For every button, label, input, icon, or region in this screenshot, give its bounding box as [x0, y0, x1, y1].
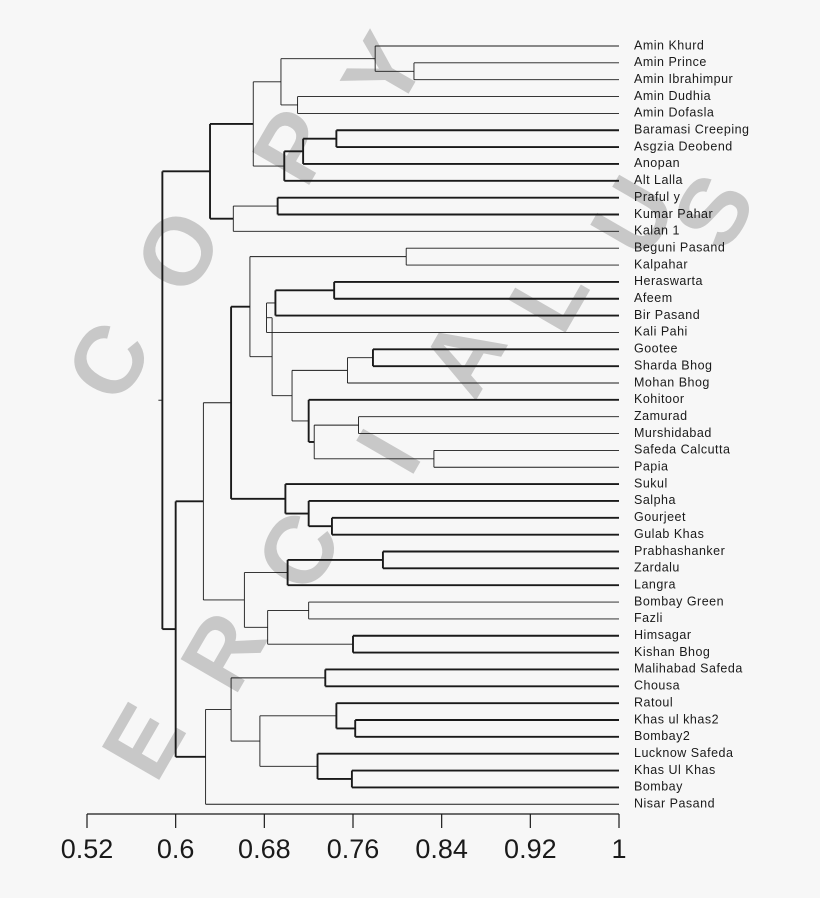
dendrogram-link: [267, 610, 353, 645]
leaf-label: Khas Ul Khas: [634, 763, 716, 777]
dendrogram-link: [230, 305, 286, 500]
tick-label: 0.84: [415, 834, 468, 864]
dendrogram-link: [259, 715, 337, 767]
watermark-letter: R: [160, 595, 287, 709]
leaf-label: Mohan Bhog: [634, 375, 710, 389]
dendrogram-link: [350, 769, 619, 789]
dendrogram-link: [205, 709, 619, 805]
leaf-label: Lucknow Safeda: [634, 746, 733, 760]
tick-label: 0.92: [504, 834, 557, 864]
leaf-label: Chousa: [634, 679, 680, 693]
leaf-label: Amin Ibrahimpur: [634, 72, 733, 86]
leaf-label: Kumar Pahar: [634, 207, 713, 221]
dendrogram-link: [202, 402, 245, 601]
watermark-letter: E: [81, 687, 206, 796]
leaf-label: Amin Khurd: [634, 38, 704, 52]
dendrogram-link: [308, 601, 619, 620]
leaf-labels: Amin Khurd Amin Prince Amin Ibrahimpur Amin…: [634, 38, 750, 811]
dendrogram-link: [307, 500, 619, 528]
leaf-label: Murshidabad: [634, 426, 712, 440]
leaf-label: Gourjeet: [634, 510, 686, 524]
dendrogram-link: [284, 483, 619, 515]
x-axis: 0.52 0.6 0.68 0.76 0.84 0.92 1: [61, 813, 627, 864]
leaf-label: Prabhashanker: [634, 544, 725, 558]
watermark-letter: C: [45, 305, 172, 419]
leaf-label: Gulab Khas: [634, 527, 704, 541]
leaf-label: Alt Lalla: [634, 173, 683, 187]
leaf-label: Bombay Green: [634, 594, 724, 608]
dendrogram-link: [249, 256, 407, 358]
dendrogram-link: [330, 516, 619, 536]
leaf-label: Zamurad: [634, 409, 688, 423]
leaf-label: Bir Pasand: [634, 308, 700, 322]
leaf-label: Amin Prince: [634, 55, 707, 69]
leaf-label: Kohitoor: [634, 392, 685, 406]
leaf-label: Sharda Bhog: [634, 358, 712, 372]
leaf-label: Afeem: [634, 291, 673, 305]
dendrogram-link: [358, 416, 619, 434]
tick-label: 0.76: [327, 834, 380, 864]
dendrogram-link: [381, 550, 619, 570]
dendrogram-link: [316, 752, 619, 780]
leaf-label: Sukul: [634, 476, 668, 490]
watermark-letter: A: [400, 300, 527, 414]
tick-label: 0.52: [61, 834, 114, 864]
leaf-label: Safeda Calcutta: [634, 443, 730, 457]
dendrogram-link: [335, 129, 619, 149]
dendrogram-link: [276, 196, 619, 216]
leaf-label: Khas ul khas2: [634, 712, 719, 726]
leaf-label: Gootee: [634, 342, 678, 356]
leaf-label: Bombay2: [634, 729, 690, 743]
leaf-label: Langra: [634, 577, 676, 591]
dendrogram-link: [433, 449, 619, 468]
tick-label: 0.68: [238, 834, 291, 864]
leaf-label: Nisar Pasand: [634, 797, 715, 811]
dendrogram-link: [297, 96, 619, 114]
watermark-letter: L: [488, 244, 610, 348]
dendrogram-link: [291, 369, 348, 422]
leaf-label: Himsagar: [634, 628, 692, 642]
leaf-label: Anopan: [634, 156, 680, 170]
leaf-label: Malihabad Safeda: [634, 662, 743, 676]
tick-label: 1: [611, 834, 626, 864]
tick-label: 0.6: [157, 834, 195, 864]
leaf-label: Kalpahar: [634, 257, 688, 271]
leaf-label: Amin Dofasla: [634, 106, 714, 120]
leaf-label: Papia: [634, 460, 668, 474]
leaf-label: Bombay: [634, 780, 683, 794]
leaf-label: Salpha: [634, 493, 676, 507]
leaf-label: Heraswarta: [634, 274, 703, 288]
leaf-label: Zardalu: [634, 561, 680, 575]
leaf-label: Praful y: [634, 190, 681, 204]
leaf-label: Beguni Pasand: [634, 240, 725, 254]
leaf-label: Kali Pahi: [634, 325, 688, 339]
dendrogram-branches: [158, 45, 619, 805]
leaf-label: Amin Dudhia: [634, 89, 711, 103]
leaf-label: Baramasi Creeping: [634, 123, 750, 137]
leaf-label: Asgzia Deobend: [634, 139, 733, 153]
dendrogram-link: [232, 205, 619, 232]
leaf-label: Ratoul: [634, 695, 673, 709]
dendrogram-link: [352, 634, 619, 654]
leaf-label: Fazli: [634, 611, 663, 625]
leaf-label: Kalan 1: [634, 224, 680, 238]
dendrogram-link: [335, 702, 619, 730]
watermark-letter: O: [114, 192, 244, 310]
dendrogram-link: [354, 719, 619, 738]
watermark-letter: I: [336, 413, 442, 490]
leaf-label: Kishan Bhog: [634, 645, 710, 659]
dendrogram-link: [324, 668, 619, 688]
watermark-letter: C: [235, 495, 362, 609]
